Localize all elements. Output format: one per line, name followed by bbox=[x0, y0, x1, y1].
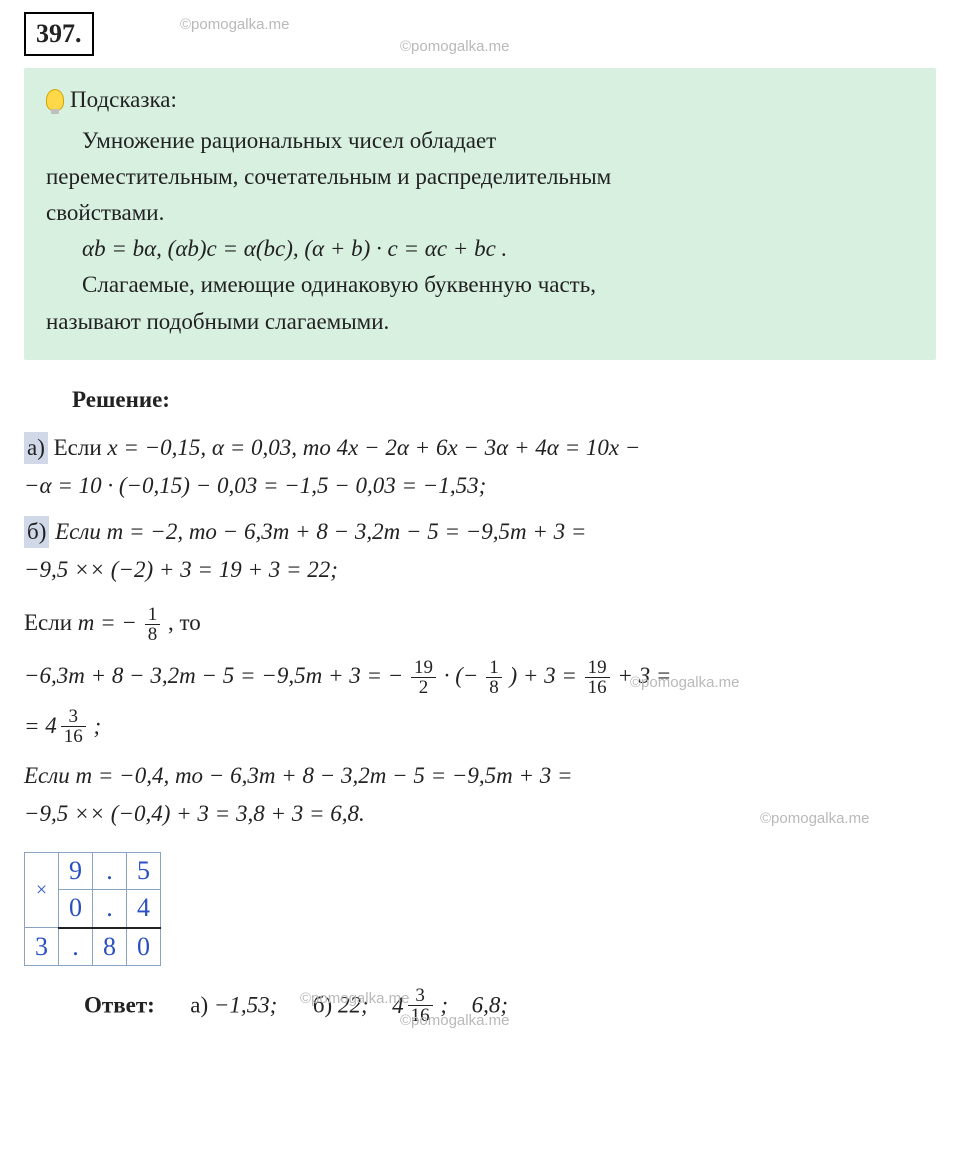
cell: 5 bbox=[127, 853, 161, 890]
problem-number-text: 397 bbox=[36, 19, 75, 48]
math-expr: −6,3m + 8 − 3,2m − 5 = −9,5m + 3 = − bbox=[24, 662, 409, 687]
hint-body: Умножение рациональных чисел обладает пе… bbox=[46, 125, 914, 338]
hint-line: свойствами. bbox=[46, 197, 914, 229]
frac-den: 8 bbox=[486, 678, 502, 697]
math-expr: Если m = −2, то − 6,3m + 8 − 3,2m − 5 = … bbox=[55, 519, 586, 544]
op-cell: × bbox=[25, 853, 59, 928]
hint-title-row: Подсказка: bbox=[46, 84, 914, 116]
hint-title: Подсказка: bbox=[70, 84, 177, 116]
mixed-whole: 4 bbox=[45, 710, 57, 742]
math-expr: ) + 3 = bbox=[509, 662, 582, 687]
watermark: ©pomogalka.me bbox=[400, 36, 509, 57]
hint-formula: αb = bα, (αb)с = α(bс), (α + b) · с = αс… bbox=[46, 233, 914, 265]
answer-label: Ответ: bbox=[84, 993, 155, 1018]
frac-num: 19 bbox=[411, 658, 436, 678]
solution-b-case2: Если m = − 1 8 , то bbox=[24, 605, 936, 644]
answer-row: Ответ: а) −1,53; б) 22; 4 3 16 ; 6,8; bbox=[84, 986, 936, 1025]
watermark: ©pomogalka.me bbox=[630, 672, 739, 693]
solution-b-line2: −9,5 ×× (−2) + 3 = 19 + 3 = 22; bbox=[24, 554, 936, 586]
solution-body: а) Если x = −0,15, α = 0,03, то 4x − 2α … bbox=[24, 432, 936, 830]
text: , то bbox=[168, 609, 201, 634]
item-label-a: а) bbox=[24, 432, 48, 464]
table-row: × 9 . 5 bbox=[25, 853, 161, 890]
solution-b-line3: −6,3m + 8 − 3,2m − 5 = −9,5m + 3 = − 19 … bbox=[24, 658, 936, 697]
table-row: 3 . 8 0 bbox=[25, 928, 161, 966]
math-expr: ; bbox=[94, 713, 102, 738]
frac-num: 1 bbox=[145, 605, 161, 625]
item-label-b: б) bbox=[24, 516, 49, 548]
fraction: 3 16 bbox=[61, 707, 86, 746]
fraction: 1 8 bbox=[145, 605, 161, 644]
frac-num: 3 bbox=[408, 986, 433, 1006]
frac-den: 16 bbox=[61, 727, 86, 746]
math-expr: = bbox=[24, 713, 45, 738]
fraction: 19 2 bbox=[411, 658, 436, 697]
math-expr: · (− bbox=[444, 662, 484, 687]
hint-line: Слагаемые, имеющие одинаковую буквенную … bbox=[46, 269, 914, 301]
hint-box: Подсказка: Умножение рациональных чисел … bbox=[24, 68, 936, 359]
cell: 4 bbox=[127, 890, 161, 928]
watermark: ©pomogalka.me bbox=[400, 1010, 509, 1031]
cell: . bbox=[93, 853, 127, 890]
problem-number: 397. bbox=[24, 12, 94, 56]
cell: 8 bbox=[93, 928, 127, 966]
solution-b-line5a: Если m = −0,4, то − 6,3m + 8 − 3,2m − 5 … bbox=[24, 760, 936, 792]
cell: . bbox=[59, 928, 93, 966]
frac-num: 19 bbox=[585, 658, 610, 678]
fraction: 19 16 bbox=[585, 658, 610, 697]
text: Если bbox=[54, 435, 108, 460]
hint-line: Умножение рациональных чисел обладает bbox=[46, 125, 914, 157]
solution-a-line2: −α = 10 · (−0,15) − 0,03 = −1,5 − 0,03 =… bbox=[24, 470, 936, 502]
frac-num: 3 bbox=[61, 707, 86, 727]
hint-line: переместительным, сочетательным и распре… bbox=[46, 161, 914, 193]
answer-a-value: −1,53; bbox=[214, 993, 277, 1018]
watermark: ©pomogalka.me bbox=[180, 14, 289, 35]
watermark: ©pomogalka.me bbox=[760, 808, 869, 829]
frac-den: 2 bbox=[411, 678, 436, 697]
cell: 0 bbox=[127, 928, 161, 966]
mixed-number: 4 3 16 bbox=[45, 707, 88, 746]
solution-b-line4: = 4 3 16 ; bbox=[24, 707, 936, 746]
frac-den: 8 bbox=[145, 625, 161, 644]
cell: 0 bbox=[59, 890, 93, 928]
solution-a-line1: а) Если x = −0,15, α = 0,03, то 4x − 2α … bbox=[24, 432, 936, 464]
lightbulb-icon bbox=[46, 89, 64, 111]
cell: 3 bbox=[25, 928, 59, 966]
cell: . bbox=[93, 890, 127, 928]
solution-b-line1: б) Если m = −2, то − 6,3m + 8 − 3,2m − 5… bbox=[24, 516, 936, 548]
solution-title: Решение: bbox=[72, 384, 936, 416]
cell: 9 bbox=[59, 853, 93, 890]
math-expr: x = −0,15, α = 0,03, то 4x − 2α + 6x − 3… bbox=[107, 435, 640, 460]
watermark: ©pomogalka.me bbox=[300, 988, 409, 1009]
math-expr: m = − bbox=[78, 609, 143, 634]
text: Если bbox=[24, 609, 78, 634]
fraction: 1 8 bbox=[486, 658, 502, 697]
multiplication-table: × 9 . 5 0 . 4 3 . 8 0 bbox=[24, 852, 161, 966]
frac-den: 16 bbox=[585, 678, 610, 697]
hint-line: называют подобными слагаемыми. bbox=[46, 306, 914, 338]
frac-num: 1 bbox=[486, 658, 502, 678]
answer-a-label: а) bbox=[190, 993, 208, 1018]
